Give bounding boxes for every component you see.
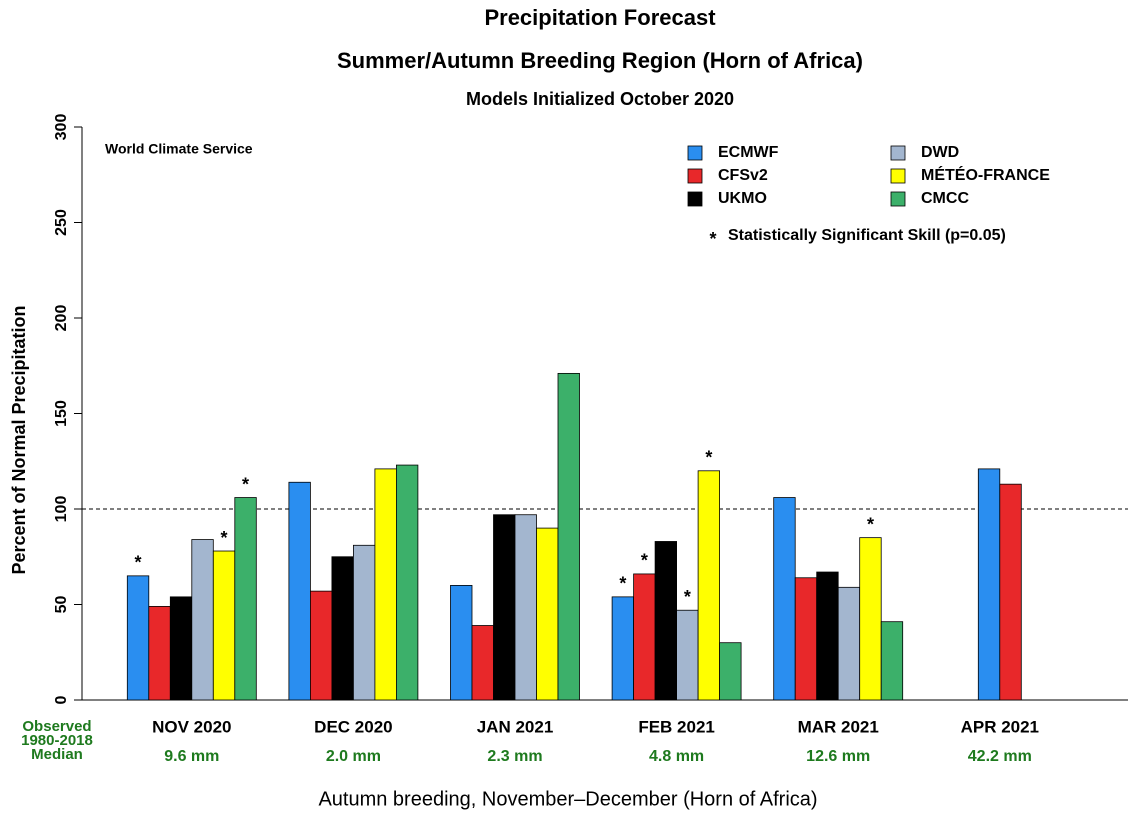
legend-star: *	[709, 229, 716, 249]
y-tick-label: 100	[53, 496, 70, 523]
observed-median: 42.2 mm	[968, 748, 1032, 765]
x-tick-label: NOV 2020	[152, 717, 231, 736]
legend-label: UKMO	[718, 190, 767, 207]
legend-swatch	[890, 145, 906, 161]
x-tick-label: MAR 2021	[798, 717, 879, 736]
legend-label: DWD	[921, 144, 959, 161]
y-tick-label: 200	[53, 305, 70, 332]
bar	[450, 585, 473, 701]
y-axis-label: Percent of Normal Precipitation	[9, 305, 29, 574]
bar	[288, 481, 311, 701]
bar	[633, 573, 656, 701]
bar	[395, 464, 419, 701]
bar	[514, 514, 537, 701]
bar	[331, 556, 354, 701]
significance-star: *	[242, 474, 249, 494]
significance-star: *	[705, 448, 712, 468]
bar	[126, 575, 150, 701]
y-tick-label: 0	[53, 695, 70, 704]
significance-star: *	[641, 551, 648, 571]
bar	[837, 586, 861, 701]
observed-median: 9.6 mm	[164, 748, 219, 765]
significance-star: *	[684, 587, 691, 607]
bar	[169, 596, 193, 701]
bar	[374, 468, 397, 701]
observed-median: 4.8 mm	[649, 748, 704, 765]
bar	[999, 483, 1022, 701]
bar	[977, 468, 1001, 701]
bar	[352, 544, 376, 701]
bar	[773, 497, 796, 701]
x-tick-label: APR 2021	[961, 717, 1039, 736]
legend-label: CMCC	[921, 190, 969, 207]
significance-star: *	[619, 574, 626, 594]
observed-median: 12.6 mm	[806, 748, 870, 765]
watermark: World Climate Service	[105, 141, 253, 157]
observed-median: 2.3 mm	[487, 748, 542, 765]
y-tick-label: 150	[53, 400, 70, 427]
legend-label: MÉTÉO-FRANCE	[921, 165, 1050, 184]
legend-note: Statistically Significant Skill (p=0.05)	[728, 227, 1006, 244]
legend-label: CFSv2	[718, 167, 768, 184]
observed-label: Median	[31, 746, 83, 763]
bar	[557, 372, 580, 701]
bar	[697, 470, 720, 701]
bar	[212, 550, 236, 701]
legend-label: ECMWF	[718, 144, 779, 161]
observed-label: Observed	[22, 718, 91, 735]
legend-swatch	[890, 191, 906, 207]
bar	[816, 571, 839, 701]
bar	[719, 642, 742, 701]
bar	[880, 621, 904, 701]
bar	[611, 596, 634, 701]
caption: Autumn breeding, November–December (Horn…	[318, 788, 817, 810]
significance-star: *	[221, 528, 228, 548]
legend-swatch	[687, 191, 703, 207]
bar	[191, 539, 214, 701]
y-tick-label: 250	[53, 209, 70, 236]
bar	[493, 514, 516, 701]
observed-median: 2.0 mm	[326, 748, 381, 765]
significance-star: *	[867, 514, 874, 534]
x-tick-label: JAN 2021	[477, 717, 554, 736]
bar	[794, 577, 818, 701]
bar	[148, 606, 171, 701]
chart-subtitle: Summer/Autumn Breeding Region (Horn of A…	[337, 48, 863, 73]
bar	[234, 497, 257, 701]
bar	[471, 625, 494, 701]
x-tick-label: FEB 2021	[638, 717, 715, 736]
x-tick-label: DEC 2020	[314, 717, 392, 736]
chart-subtitle: Models Initialized October 2020	[466, 89, 734, 109]
observed-label: 1980-2018	[21, 732, 93, 749]
chart-title: Precipitation Forecast	[484, 5, 716, 30]
bar	[676, 609, 699, 701]
legend-swatch	[687, 145, 703, 161]
legend-swatch	[687, 168, 703, 184]
bar	[654, 541, 677, 701]
bar	[859, 537, 882, 701]
y-tick-label: 300	[53, 114, 70, 141]
bar	[309, 590, 333, 701]
y-tick-label: 50	[53, 596, 70, 614]
bar	[536, 527, 559, 701]
significance-star: *	[135, 553, 142, 573]
legend-swatch	[890, 168, 906, 184]
